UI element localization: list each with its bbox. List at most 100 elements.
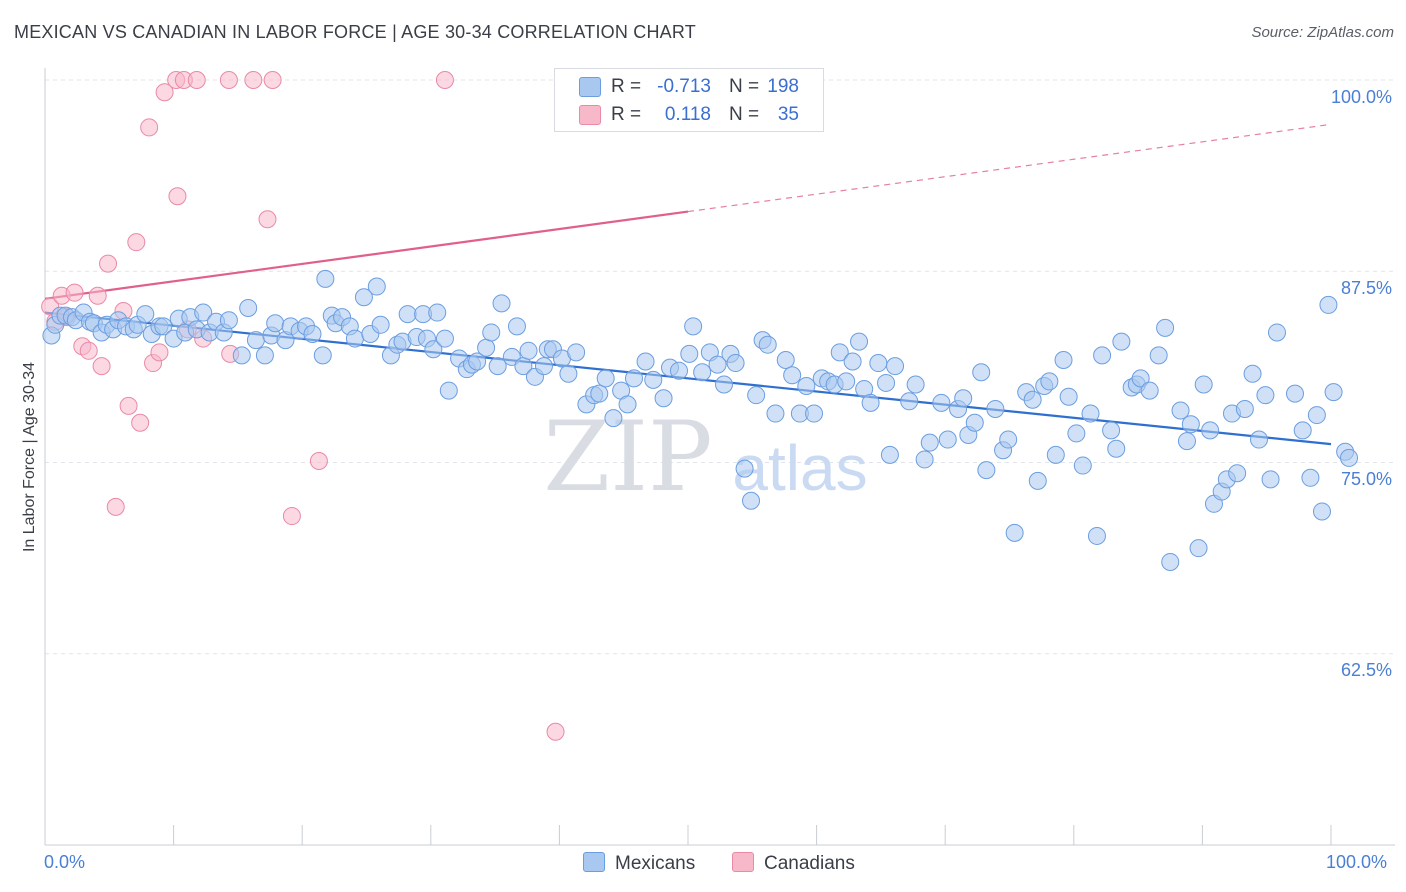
canadians-point (282, 507, 301, 526)
mexicans-point (805, 404, 824, 423)
mexicans-point (680, 344, 699, 363)
mexicans-point (708, 355, 727, 374)
canadians-point (546, 722, 565, 741)
n-value: 35 (777, 104, 799, 125)
mexicans-point (345, 329, 364, 348)
mexicans-point (954, 389, 973, 408)
mexicans-point (1307, 406, 1326, 425)
mexicans-point (742, 491, 761, 510)
mexicans-point (1131, 369, 1150, 388)
mexicans-point (1081, 404, 1100, 423)
mexicans-point (624, 369, 643, 388)
mexicans-point (735, 459, 754, 478)
mexicans-point (1161, 552, 1180, 571)
mexicans-point (428, 303, 447, 322)
legend-row-canadians: R = 0.118 N = 35 (555, 100, 823, 128)
mexicans-point (567, 343, 586, 362)
mexicans-point (1102, 421, 1121, 440)
mexicans-point (972, 363, 991, 382)
mexicans-point (1177, 432, 1196, 451)
canadians-point (140, 118, 159, 137)
mexicans-point (850, 332, 869, 351)
mexicans-point (232, 346, 251, 365)
r-label: R = (611, 76, 642, 97)
mexicans-point (1285, 384, 1304, 403)
mexicans-point (1319, 295, 1338, 314)
canadians-point (258, 210, 277, 229)
mexicans-point (776, 350, 795, 369)
x-tick-max: 100.0% (1326, 852, 1388, 872)
mexicans-point (316, 269, 335, 288)
mexicans-point (654, 389, 673, 408)
mexicans-point (1093, 346, 1112, 365)
canadians-point (219, 71, 238, 89)
mexicans-point (482, 323, 501, 342)
mexicans-point (747, 386, 766, 405)
mexicans-point (999, 430, 1018, 449)
mexicans-point (246, 331, 265, 350)
mexicans-point (843, 352, 862, 371)
legend-item-mexicans[interactable]: Mexicans (583, 852, 695, 875)
mexicans-point (1243, 364, 1262, 383)
canadians-point (309, 451, 328, 470)
mexicans-point (684, 317, 703, 336)
mexicans-point (266, 314, 285, 333)
watermark-zip: ZIP (543, 401, 712, 513)
canadians-point (106, 497, 125, 516)
canadians-point (263, 71, 282, 89)
mexicans-point (239, 298, 258, 317)
mexicans-point (354, 288, 373, 307)
mexicans-point (915, 450, 934, 469)
y-tick-100: 100.0% (1330, 87, 1392, 107)
mexicans-point (1171, 401, 1190, 420)
source-label: Source: ZipAtlas.com (1251, 24, 1394, 41)
mexicans-point (1324, 383, 1343, 402)
mexicans-point (1267, 323, 1286, 342)
stats-legend: R = -0.713 N = 198 R = 0.118 N = 35 (554, 68, 824, 132)
canadians-trend (44, 123, 1332, 300)
canadians-point (99, 254, 118, 273)
mexicans-point (1228, 464, 1247, 483)
canadians-point (79, 341, 98, 360)
mexicans-point (1067, 424, 1086, 443)
canadians-point (131, 413, 150, 432)
legend-item-canadians[interactable]: Canadians (732, 852, 855, 875)
mexicans-point (837, 372, 856, 391)
mexicans-point (1312, 502, 1331, 521)
x-tick-min: 0.0% (44, 852, 86, 872)
watermark-atlas: atlas (732, 432, 867, 504)
mexicans-point (644, 370, 663, 389)
mexicans-point (880, 445, 899, 464)
mexicans-point (435, 329, 454, 348)
canadians-swatch (579, 105, 601, 125)
mexicans-point (986, 399, 1005, 418)
mexicans-point (932, 393, 951, 412)
mexicans-point (1249, 430, 1268, 449)
mexicans-point (303, 324, 322, 343)
mexicans-point (1059, 387, 1078, 406)
mexicans-point (669, 361, 688, 380)
canadians-point (155, 83, 174, 102)
mexicans-point (636, 352, 655, 371)
mexicans-point (758, 335, 777, 354)
mexicans-point (938, 430, 957, 449)
mexicans-point (1023, 390, 1042, 409)
canadians-point (65, 283, 84, 302)
mexicans-point (604, 409, 623, 428)
mexicans-point (154, 317, 173, 336)
mexicans-point (590, 384, 609, 403)
mexicans-point (1112, 332, 1131, 351)
mexicans-point (726, 354, 745, 373)
mexicans-point (861, 393, 880, 412)
canadians-legend-label: Canadians (764, 853, 855, 874)
mexicans-point (439, 381, 458, 400)
canadians-points (41, 71, 674, 741)
mexicans-point (424, 340, 443, 359)
canadians-point (168, 187, 187, 206)
canadians-legend-swatch (732, 852, 754, 872)
mexicans-point (900, 392, 919, 411)
mexicans-point (977, 461, 996, 480)
mexicans-point (313, 346, 332, 365)
mexicans-point (219, 311, 238, 330)
